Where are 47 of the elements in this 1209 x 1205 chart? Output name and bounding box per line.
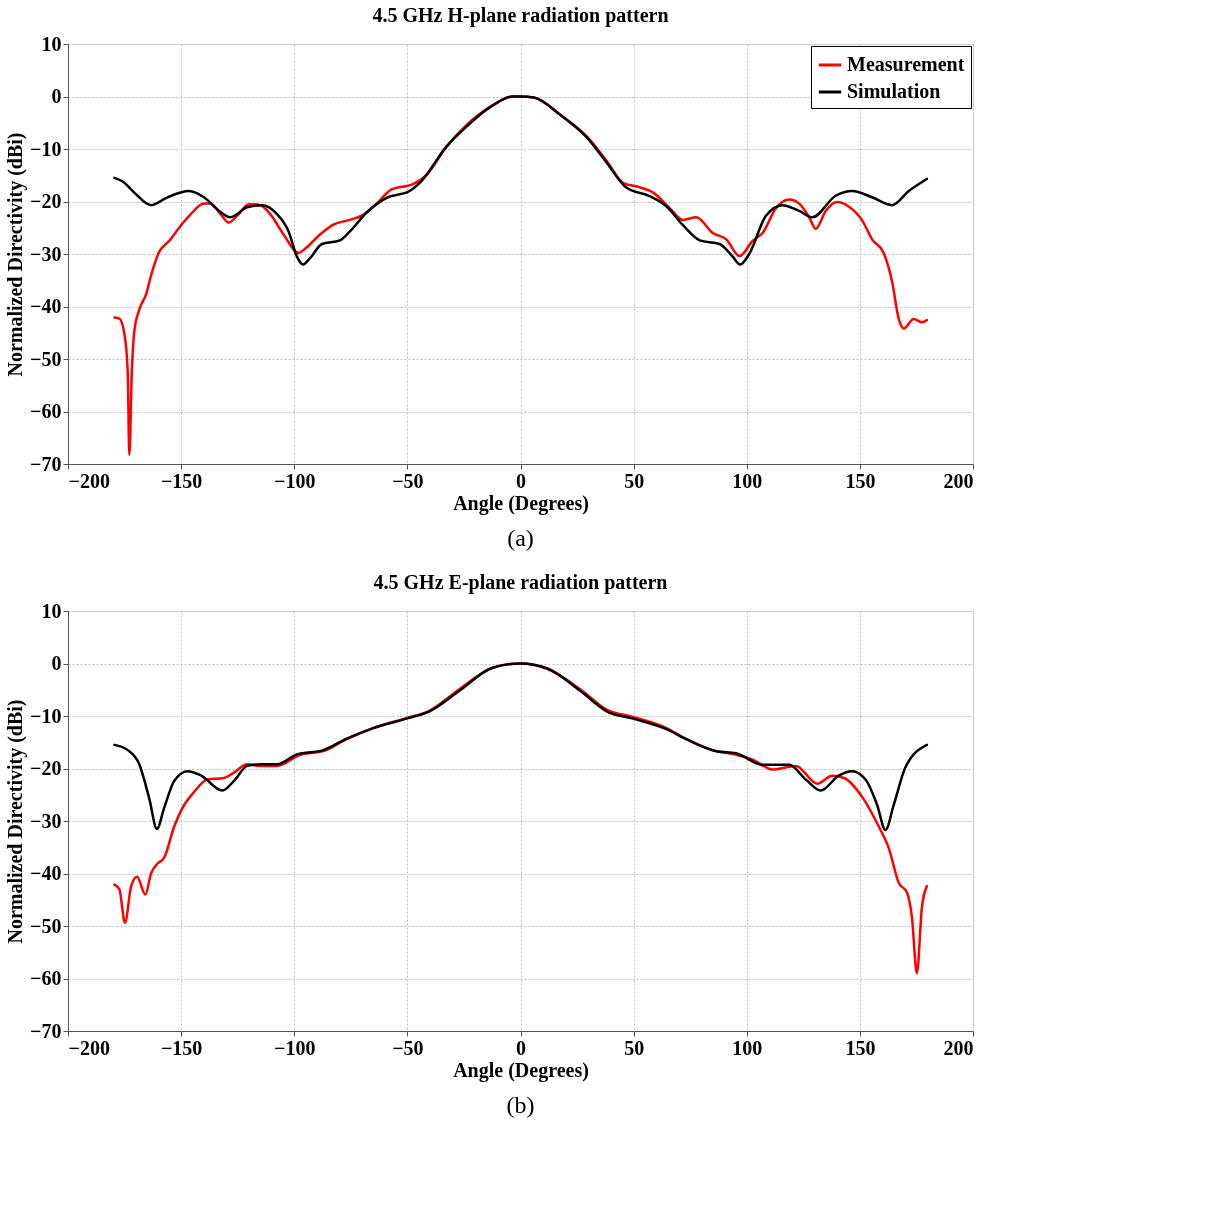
x-tick-label: −100 [274,1036,316,1059]
x-tick-label: 200 [943,1036,974,1059]
legend-label: Measurement [847,53,965,75]
y-tick-label: −10 [30,704,62,727]
y-tick-label: 10 [41,32,62,55]
line-series [113,662,929,832]
x-tick-label: 200 [943,469,974,492]
y-axis-title: Normalized Directivity (dBi) [4,132,28,377]
x-tick-label: 0 [516,1036,526,1059]
x-tick-label: 150 [845,1036,876,1059]
x-tick-label: −150 [160,469,203,492]
chart-title: 4.5 GHz E-plane radiation pattern [373,571,668,594]
y-tick-label: −30 [30,809,62,832]
x-tick-label: −100 [274,469,316,492]
x-tick-label: 150 [845,469,876,492]
y-tick-label: −40 [30,862,62,884]
y-tick-label: −10 [30,137,62,160]
y-tick-label: −50 [30,914,62,937]
x-tick-label: −200 [68,469,110,492]
y-tick-label: 0 [51,85,62,107]
x-tick-label: 50 [624,1036,645,1059]
y-axis-title: Normalized Directivity (dBi) [4,699,28,944]
x-tick-label: 100 [732,1036,763,1059]
chart-title: 4.5 GHz H-plane radiation pattern [372,4,669,27]
y-tick-label: −20 [30,757,62,779]
y-tick-label: 10 [41,599,62,622]
y-tick-label: −20 [30,190,62,212]
x-axis-title: Angle (Degrees) [453,491,589,515]
x-tick-label: −150 [160,1036,203,1059]
y-tick-label: −60 [30,967,62,989]
x-tick-label: 0 [516,469,526,492]
text: (b) [506,1092,535,1118]
y-tick-label: −70 [30,452,62,475]
y-tick-label: −40 [30,295,62,317]
y-tick-label: 0 [51,652,62,674]
text: (a) [507,525,534,551]
x-tick-label: −50 [392,1036,424,1059]
x-axis-title: Angle (Degrees) [453,1058,589,1082]
x-tick-label: −50 [392,469,424,492]
legend-label: Simulation [847,80,941,102]
x-tick-label: 50 [624,469,645,492]
x-tick-label: 100 [732,469,763,492]
y-tick-label: −30 [30,242,62,265]
y-tick-label: −50 [30,347,62,370]
x-tick-label: −200 [68,1036,110,1059]
y-tick-label: −60 [30,400,62,422]
y-tick-label: −70 [30,1019,62,1042]
